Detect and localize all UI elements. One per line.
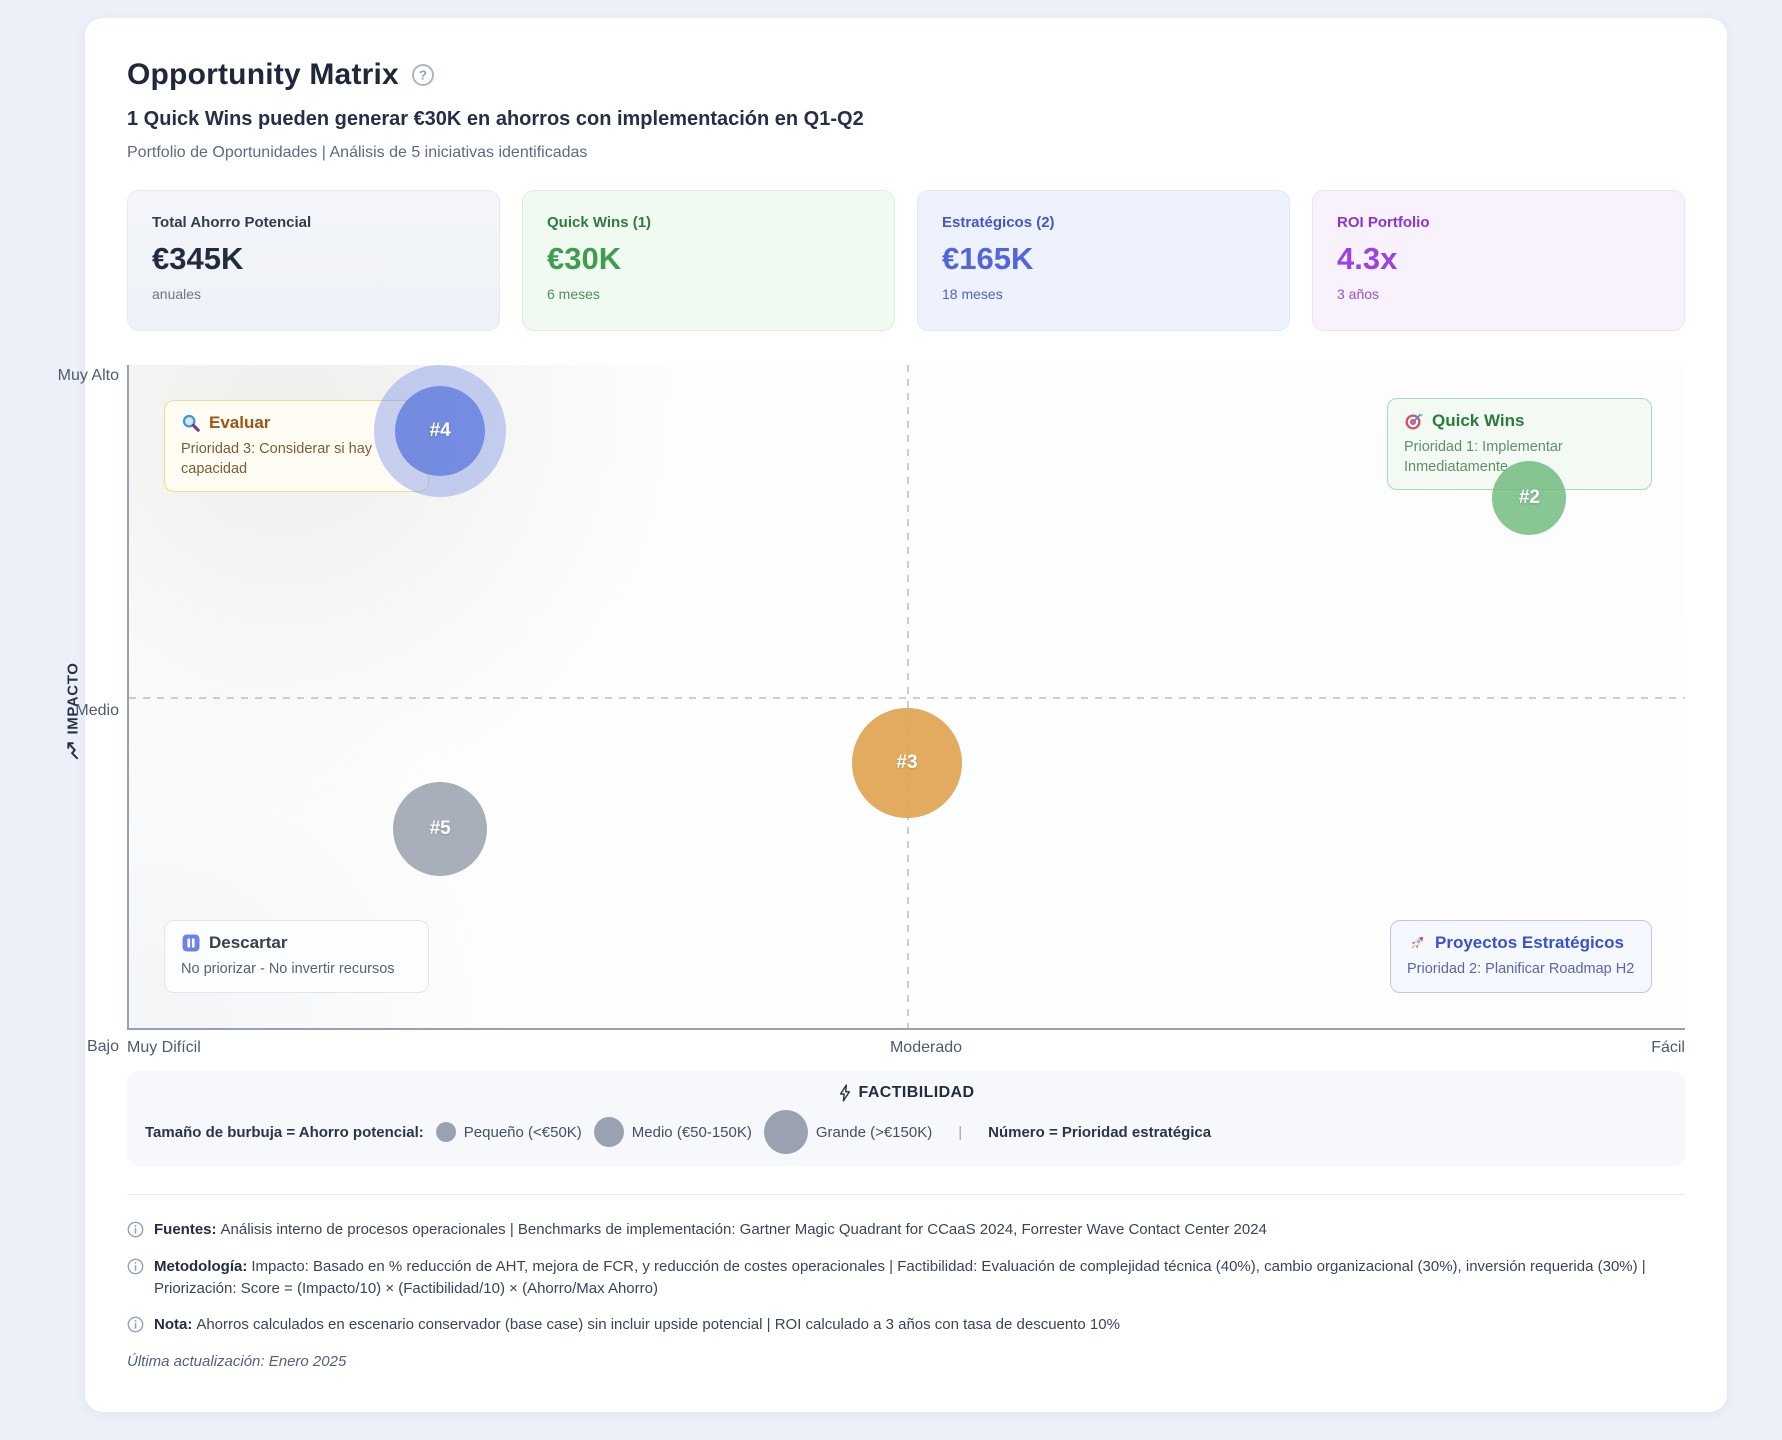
pause-icon <box>182 934 200 952</box>
svg-text:?: ? <box>419 68 427 83</box>
footnote-label: Fuentes: <box>154 1221 217 1238</box>
stat-label: Quick Wins (1) <box>547 214 652 231</box>
trend-up-icon <box>67 742 79 760</box>
stat-cards: Total Ahorro Potencial €345K anuales Qui… <box>127 190 1685 331</box>
quadrant-desc: Prioridad 2: Planificar Roadmap H2 <box>1407 961 1635 978</box>
legend-number-label: Número = Prioridad estratégica <box>988 1123 1212 1141</box>
page-title: Opportunity Matrix <box>127 58 399 91</box>
footnote-text: Ahorros calculados en escenario conserva… <box>196 1316 1120 1334</box>
headline: 1 Quick Wins pueden generar €30K en ahor… <box>127 108 864 130</box>
legend-separator: | <box>958 1123 963 1141</box>
stat-value: €345K <box>152 241 244 276</box>
stat-label: ROI Portfolio <box>1337 214 1430 231</box>
stat-card-roi: ROI Portfolio 4.3x 3 años <box>1312 190 1685 331</box>
bubble-priority-4[interactable]: #4 <box>395 386 486 477</box>
x-tick-muy-dificil: Muy Difícil <box>127 1039 201 1056</box>
stat-label: Total Ahorro Potencial <box>152 214 312 231</box>
info-icon <box>127 1258 144 1275</box>
info-icon <box>127 1221 144 1238</box>
legend-item-label: Pequeño (<€50K) <box>463 1123 582 1141</box>
x-axis-labels: Muy Difícil Moderado Fácil <box>127 1039 1685 1057</box>
y-axis-title-text: IMPACTO <box>64 662 82 735</box>
y-tick-muy-alto: Muy Alto <box>57 367 119 384</box>
stat-value: €165K <box>942 241 1034 276</box>
quadrant-box-descartar: Descartar No priorizar - No invertir rec… <box>164 920 429 993</box>
header: Opportunity Matrix ? 1 Quick Wins pueden… <box>127 58 1685 162</box>
footer: Fuentes: Análisis interno de procesos ope… <box>127 1194 1685 1370</box>
footnote-text: Análisis interno de procesos operacional… <box>220 1221 1267 1238</box>
opportunity-matrix-chart: IMPACTO Muy Alto Medio Bajo Evaluar Prio… <box>58 365 1685 1057</box>
footer-divider <box>127 1194 1685 1195</box>
legend-item-pequeno: Pequeño (<€50K) <box>435 1122 582 1142</box>
footnote-label: Metodología: <box>154 1257 248 1275</box>
stat-sub: anuales <box>152 286 202 302</box>
quadrant-desc: Prioridad 1: Implementar Inmediatamente <box>1404 439 1563 475</box>
opportunity-matrix-panel: Opportunity Matrix ? 1 Quick Wins pueden… <box>58 18 1727 1412</box>
target-icon <box>1405 413 1423 430</box>
legend-item-label: Grande (>€150K) <box>815 1123 933 1141</box>
last-updated: Última actualización: Enero 2025 <box>127 1353 347 1370</box>
info-icon <box>127 1316 144 1333</box>
bubble-size-large-icon <box>763 1110 808 1154</box>
stat-value: 4.3x <box>1337 241 1398 276</box>
legend-item-grande: Grande (>€150K) <box>763 1110 933 1154</box>
footnote-metodologia: Metodología: Impacto: Basado en % reducci… <box>127 1256 1685 1300</box>
stat-sub: 6 meses <box>547 286 600 302</box>
x-axis-title: FACTIBILIDAD <box>145 1084 1667 1102</box>
stat-sub: 3 años <box>1337 286 1380 302</box>
stat-card-quick-wins: Quick Wins (1) €30K 6 meses <box>522 190 895 331</box>
quadrant-desc: No priorizar - No invertir recursos <box>181 961 395 978</box>
footnote-fuentes: Fuentes: Análisis interno de procesos ope… <box>127 1219 1685 1241</box>
quadrant-title: Descartar <box>209 933 288 953</box>
footnote-nota: Nota: Ahorros calculados en escenario con… <box>127 1314 1685 1336</box>
bubble-priority-5[interactable]: #5 <box>393 782 488 877</box>
legend: FACTIBILIDAD Tamaño de burbuja = Ahorro … <box>127 1071 1685 1166</box>
footnote-label: Nota: <box>154 1316 193 1334</box>
x-tick-facil: Fácil <box>1651 1039 1685 1056</box>
quadrant-box-evaluar: Evaluar Prioridad 3: Considerar si hay c… <box>164 400 429 493</box>
stat-card-total-ahorro: Total Ahorro Potencial €345K anuales <box>127 190 500 331</box>
legend-size-label: Tamaño de burbuja = Ahorro potencial: <box>145 1123 424 1141</box>
magnifier-icon <box>182 414 200 432</box>
legend-item-label: Medio (€50-150K) <box>631 1123 752 1141</box>
legend-items: Tamaño de burbuja = Ahorro potencial: Pe… <box>145 1110 1667 1154</box>
quadrant-title: Proyectos Estratégicos <box>1435 933 1624 953</box>
rocket-icon <box>1411 937 1424 950</box>
legend-item-medio: Medio (€50-150K) <box>593 1117 752 1147</box>
quadrant-title: Quick Wins <box>1432 411 1525 430</box>
y-tick-medio: Medio <box>75 702 119 719</box>
bubble-priority-3[interactable]: #3 <box>852 707 962 818</box>
bubble-priority-2[interactable]: #2 <box>1492 460 1567 535</box>
portfolio-meta: Portfolio de Oportunidades | Análisis de… <box>127 144 588 161</box>
quadrant-title: Evaluar <box>209 413 271 432</box>
horizontal-midline <box>129 696 1685 699</box>
help-icon[interactable]: ? <box>411 63 435 87</box>
x-axis-title-text: FACTIBILIDAD <box>858 1084 975 1101</box>
bubble-size-medium-icon <box>593 1117 624 1147</box>
plot-area: Evaluar Prioridad 3: Considerar si hay c… <box>127 365 1685 1030</box>
lightning-icon <box>839 1084 850 1102</box>
stat-sub: 18 meses <box>942 286 1003 302</box>
quadrant-box-proyectos-estrategicos: Proyectos Estratégicos Prioridad 2: Plan… <box>1390 920 1652 993</box>
y-tick-bajo: Bajo <box>86 1038 119 1055</box>
y-axis-title: IMPACTO <box>65 663 82 760</box>
stat-value: €30K <box>547 241 622 276</box>
stat-label: Estratégicos (2) <box>942 214 1055 231</box>
stat-card-estrategicos: Estratégicos (2) €165K 18 meses <box>917 190 1290 331</box>
bubble-size-small-icon <box>435 1122 456 1142</box>
footnote-text: Impacto: Basado en % reducción de AHT, m… <box>154 1257 1646 1297</box>
x-tick-moderado: Moderado <box>889 1039 963 1056</box>
quadrant-desc: Prioridad 3: Considerar si hay capacidad <box>181 441 373 477</box>
